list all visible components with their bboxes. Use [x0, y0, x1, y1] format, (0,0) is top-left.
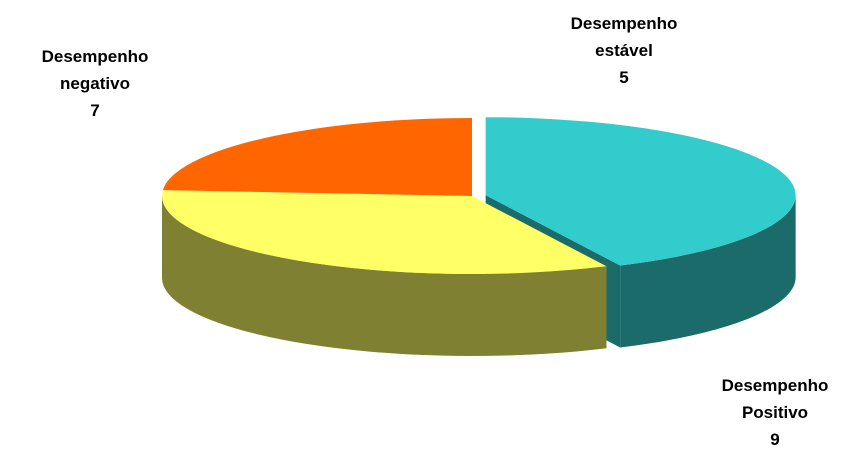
slice [162, 118, 472, 196]
data-label: Desempenho estável 5 [549, 10, 699, 91]
data-label: Desempenho negativo 7 [20, 43, 170, 124]
slice-side [162, 196, 607, 356]
label-value: 9 [770, 430, 780, 449]
data-label: Desempenho Positivo 9 [700, 372, 850, 453]
slice-side [620, 195, 796, 348]
slice [161, 190, 607, 274]
label-category: Desempenho estável [570, 14, 678, 60]
label-category: Desempenho Positivo [721, 376, 829, 422]
label-value: 5 [619, 68, 629, 87]
label-category: Desempenho negativo [41, 47, 149, 93]
slice [485, 117, 796, 266]
label-value: 7 [90, 101, 100, 120]
